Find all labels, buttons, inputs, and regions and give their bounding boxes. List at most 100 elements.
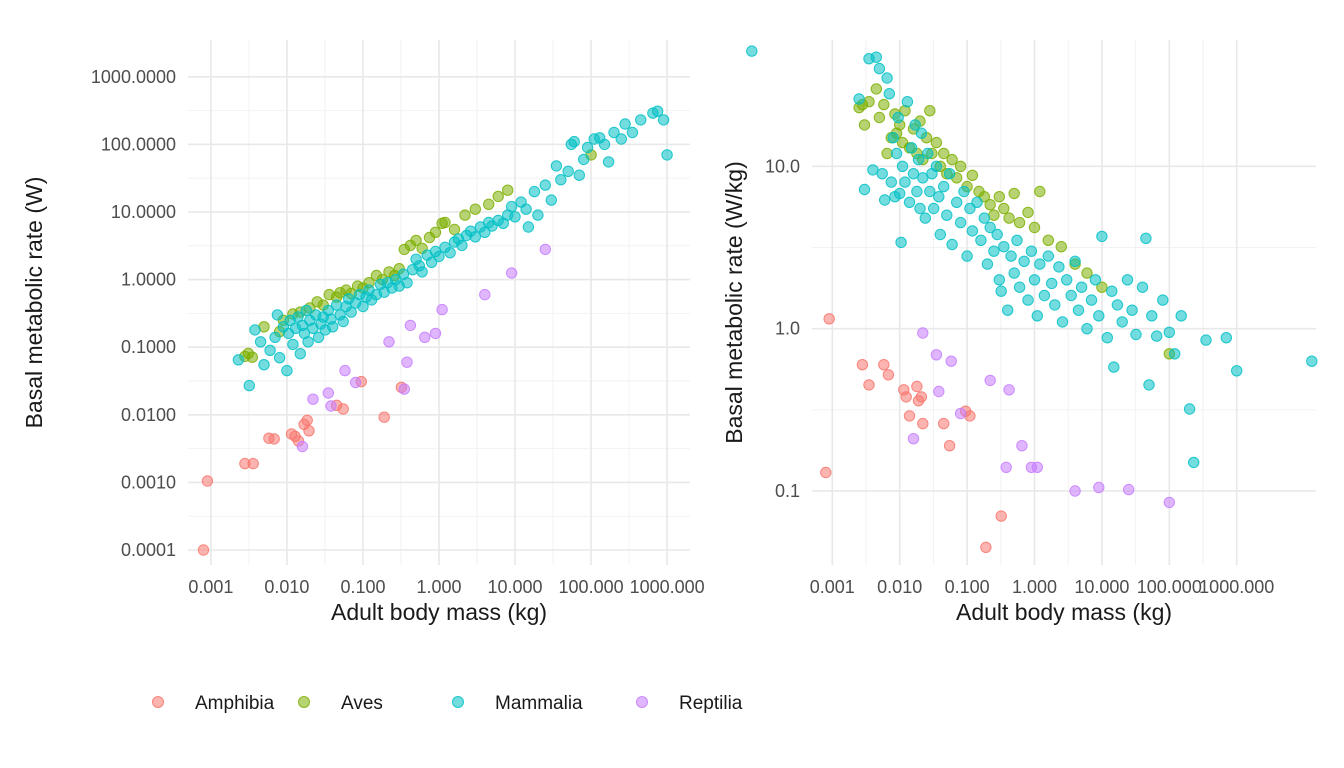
data-point — [1008, 187, 1020, 200]
data-point — [878, 359, 890, 371]
data-point — [1220, 332, 1233, 344]
data-point — [1175, 310, 1187, 322]
data-point — [258, 359, 270, 371]
data-point — [870, 83, 882, 95]
data-point — [269, 331, 281, 343]
data-point — [404, 319, 417, 332]
data-point — [439, 216, 451, 229]
data-point — [993, 191, 1005, 203]
data-point — [1013, 216, 1026, 229]
data-point — [924, 105, 936, 117]
data-point — [657, 114, 670, 126]
data-point — [1003, 384, 1015, 396]
data-point — [448, 223, 461, 236]
data-point — [416, 266, 428, 278]
data-point — [1065, 289, 1077, 302]
legend-label: Amphibia — [195, 693, 275, 714]
data-point — [602, 156, 615, 168]
data-point — [1034, 258, 1046, 270]
data-point — [984, 199, 996, 211]
data-point — [984, 374, 996, 387]
data-point — [635, 114, 647, 126]
data-point — [401, 277, 413, 289]
series-reptilia — [296, 243, 551, 453]
data-point — [522, 221, 535, 233]
data-point — [1028, 221, 1041, 234]
data-point — [1089, 274, 1102, 286]
data-point — [197, 544, 210, 556]
data-point — [988, 209, 1000, 221]
data-point — [887, 132, 899, 144]
data-point — [303, 425, 315, 437]
y-tick-label: 0.1000 — [121, 337, 176, 357]
data-point — [951, 196, 963, 209]
data-point — [961, 250, 973, 262]
data-point — [1183, 403, 1196, 415]
data-point — [1136, 281, 1149, 293]
data-point — [933, 385, 945, 398]
data-point — [456, 239, 468, 252]
data-point — [981, 258, 994, 270]
data-point — [568, 135, 580, 148]
data-point — [615, 133, 627, 145]
x-tick-label: 1000.000 — [1199, 577, 1274, 597]
left-panel-plot: 0.001 0.010 0.100 1.000 10.000 100.000 1000.00… — [21, 40, 758, 625]
x-axis-title: Adult body mass (kg) — [331, 599, 547, 625]
data-point — [1005, 250, 1017, 262]
data-point — [545, 194, 557, 206]
data-point — [873, 62, 886, 75]
data-point — [539, 243, 551, 256]
data-point — [1025, 245, 1038, 257]
data-point — [919, 212, 931, 224]
data-point — [1140, 232, 1152, 245]
data-point — [307, 393, 319, 405]
data-point — [425, 256, 438, 268]
data-point — [598, 138, 611, 151]
data-point — [1163, 326, 1176, 338]
data-point — [322, 387, 334, 399]
data-point — [339, 364, 351, 377]
data-point — [433, 250, 445, 263]
data-point — [930, 136, 943, 149]
data-point — [281, 364, 293, 377]
data-point — [899, 176, 911, 188]
y-tick-label: 1.0 — [775, 319, 800, 339]
data-point — [878, 98, 890, 111]
y-tick-label: 0.0100 — [121, 405, 176, 425]
data-point — [619, 118, 631, 130]
data-point — [1146, 310, 1158, 322]
data-point — [302, 336, 314, 348]
data-point — [941, 209, 953, 221]
legend-key — [152, 696, 164, 708]
data-point — [1116, 316, 1128, 328]
data-point — [1011, 234, 1023, 247]
data-point — [991, 228, 1003, 241]
data-point — [1031, 310, 1044, 322]
data-point — [870, 51, 882, 63]
legend-item-reptilia: Reptilia — [636, 693, 743, 714]
series-amphibia — [820, 313, 1007, 553]
data-point — [1157, 294, 1169, 306]
data-point — [823, 313, 835, 325]
data-point — [528, 185, 541, 198]
data-point — [1038, 289, 1051, 302]
data-point — [1111, 299, 1124, 311]
data-point — [1093, 310, 1105, 322]
data-point — [469, 203, 481, 215]
data-point — [550, 160, 563, 172]
y-tick-label: 0.0001 — [121, 540, 176, 560]
data-point — [294, 348, 306, 360]
data-point — [881, 147, 893, 160]
data-point — [966, 169, 979, 182]
data-point — [1022, 294, 1034, 306]
data-point — [325, 400, 337, 412]
data-point — [894, 187, 906, 200]
data-point — [1075, 281, 1088, 293]
data-point — [232, 354, 245, 366]
data-point — [1061, 274, 1073, 286]
data-point — [1108, 361, 1120, 373]
data-point — [995, 285, 1007, 297]
data-point — [1231, 365, 1243, 377]
data-point — [1130, 328, 1142, 341]
data-point — [1000, 461, 1012, 473]
